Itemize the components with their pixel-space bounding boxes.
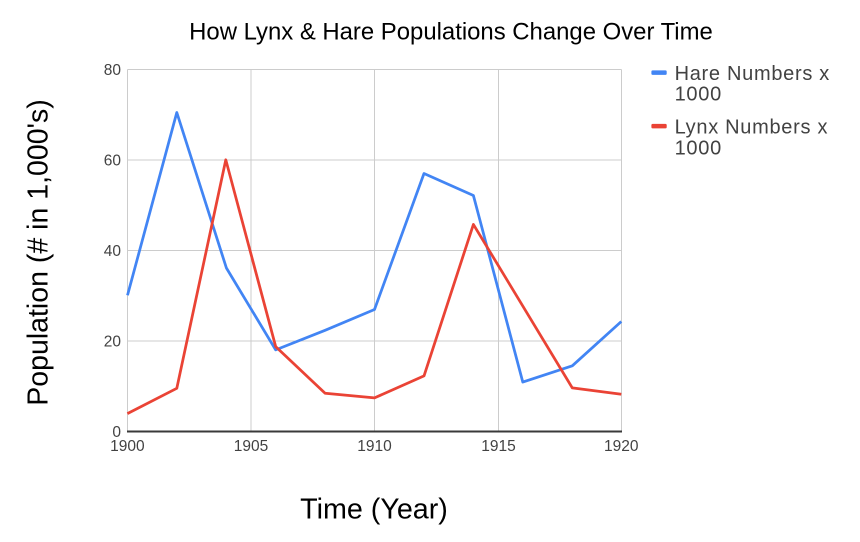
svg-text:Hare Numbers x: Hare Numbers x xyxy=(675,63,830,85)
svg-text:How Lynx & Hare Populations Ch: How Lynx & Hare Populations Change Over … xyxy=(189,19,713,46)
svg-text:1910: 1910 xyxy=(357,438,392,455)
svg-text:Time (Year): Time (Year) xyxy=(300,494,448,526)
svg-text:1905: 1905 xyxy=(234,438,268,455)
svg-text:80: 80 xyxy=(104,62,122,79)
svg-text:1900: 1900 xyxy=(110,438,145,455)
svg-text:1920: 1920 xyxy=(604,438,639,455)
svg-text:60: 60 xyxy=(104,153,122,170)
svg-text:1915: 1915 xyxy=(481,438,515,455)
svg-text:1000: 1000 xyxy=(675,83,722,105)
svg-text:Lynx Numbers x: Lynx Numbers x xyxy=(675,117,829,139)
svg-text:40: 40 xyxy=(104,243,122,260)
svg-text:1000: 1000 xyxy=(675,138,722,160)
svg-text:20: 20 xyxy=(104,334,122,351)
svg-text:0: 0 xyxy=(112,424,121,441)
svg-text:Population (# in 1,000's): Population (# in 1,000's) xyxy=(23,99,55,405)
